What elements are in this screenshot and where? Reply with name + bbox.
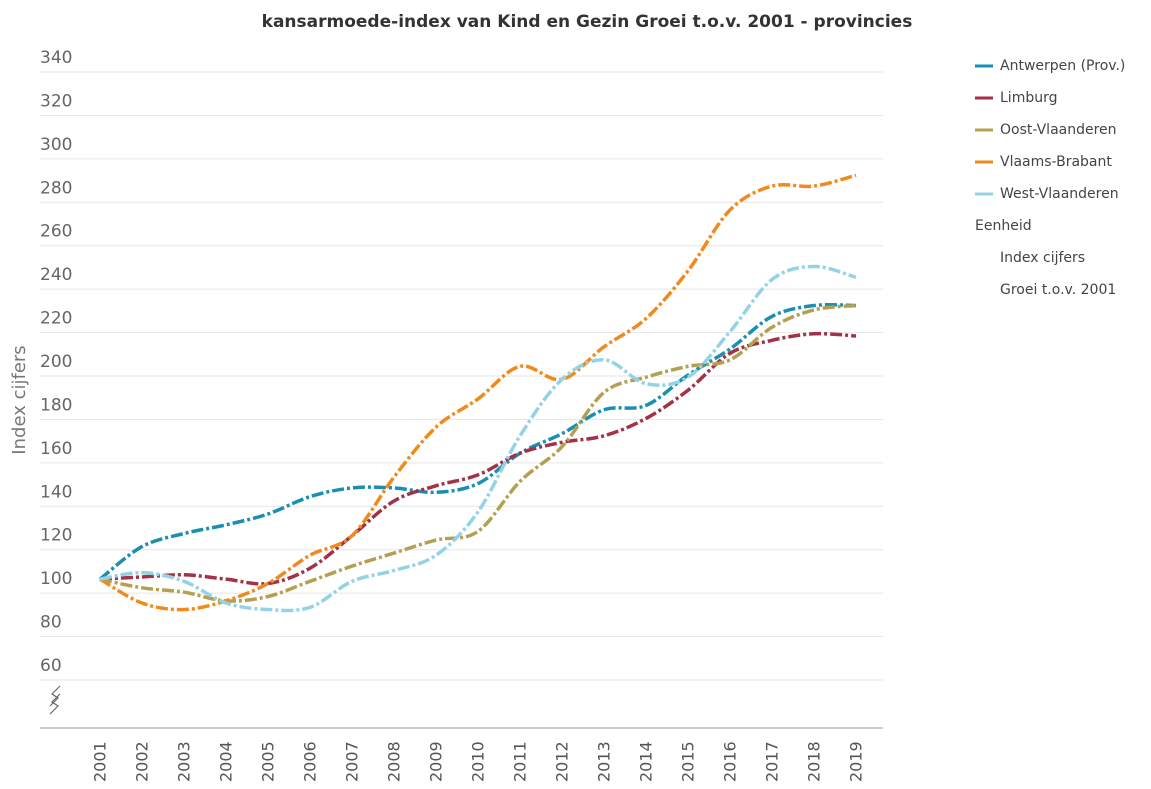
x-tick-label: 2014 (637, 741, 656, 782)
y-tick-label: 300 (40, 135, 72, 155)
legend-unit-title: Eenheid (975, 218, 1032, 234)
series-line (99, 173, 857, 612)
legend-label: Antwerpen (Prov.) (1000, 58, 1125, 74)
x-tick-label: 2017 (763, 741, 782, 782)
legend-label: Oost-Vlaanderen (1000, 122, 1117, 138)
series-line (99, 303, 857, 603)
y-tick-label: 80 (40, 613, 62, 633)
axis-break (49, 685, 61, 715)
x-tick-label: 2015 (679, 741, 698, 782)
x-tick-label: 2019 (847, 741, 866, 782)
y-tick-label: 140 (40, 482, 72, 502)
x-tick-label: 2009 (427, 741, 446, 782)
chart-title: kansarmoede-index van Kind en Gezin Groe… (262, 12, 913, 32)
x-tick-label: 2011 (511, 741, 530, 782)
x-tick-label: 2005 (259, 741, 278, 782)
y-tick-label: 220 (40, 309, 72, 329)
y-tick-label: 280 (40, 178, 72, 198)
y-tick-label: 180 (40, 395, 72, 415)
x-tick-label: 2013 (595, 741, 614, 782)
y-tick-label: 120 (40, 526, 72, 546)
legend-label: West-Vlaanderen (1000, 186, 1119, 202)
x-tick-label: 2001 (91, 741, 110, 782)
series-line (99, 331, 857, 586)
x-tick-label: 2004 (217, 741, 236, 782)
y-tick-label: 320 (40, 91, 72, 111)
x-tick-label: 2002 (133, 741, 152, 782)
x-tick-label: 2008 (385, 741, 404, 782)
legend-unit-item: Index cijfers (1000, 250, 1085, 266)
x-tick-label: 2012 (553, 741, 572, 782)
y-tick-label: 200 (40, 352, 72, 372)
x-tick-label: 2003 (175, 741, 194, 782)
x-tick-label: 2010 (469, 741, 488, 782)
x-tick-label: 2007 (343, 741, 362, 782)
x-tick-label: 2006 (301, 741, 320, 782)
y-tick-label: 60 (40, 656, 62, 676)
series-line (99, 264, 857, 613)
legend-unit-item: Groei t.o.v. 2001 (1000, 282, 1116, 298)
series-line (98, 302, 857, 581)
legend-label: Limburg (1000, 90, 1057, 106)
x-tick-label: 2018 (805, 741, 824, 782)
y-tick-label: 240 (40, 265, 72, 285)
legend-label: Vlaams-Brabant (1000, 154, 1112, 170)
y-tick-label: 160 (40, 439, 72, 459)
y-tick-label: 100 (40, 569, 72, 589)
y-tick-label: 260 (40, 222, 72, 242)
y-axis-label: Index cijfers (9, 345, 30, 454)
y-tick-label: 340 (40, 48, 72, 68)
x-tick-label: 2016 (721, 741, 740, 782)
